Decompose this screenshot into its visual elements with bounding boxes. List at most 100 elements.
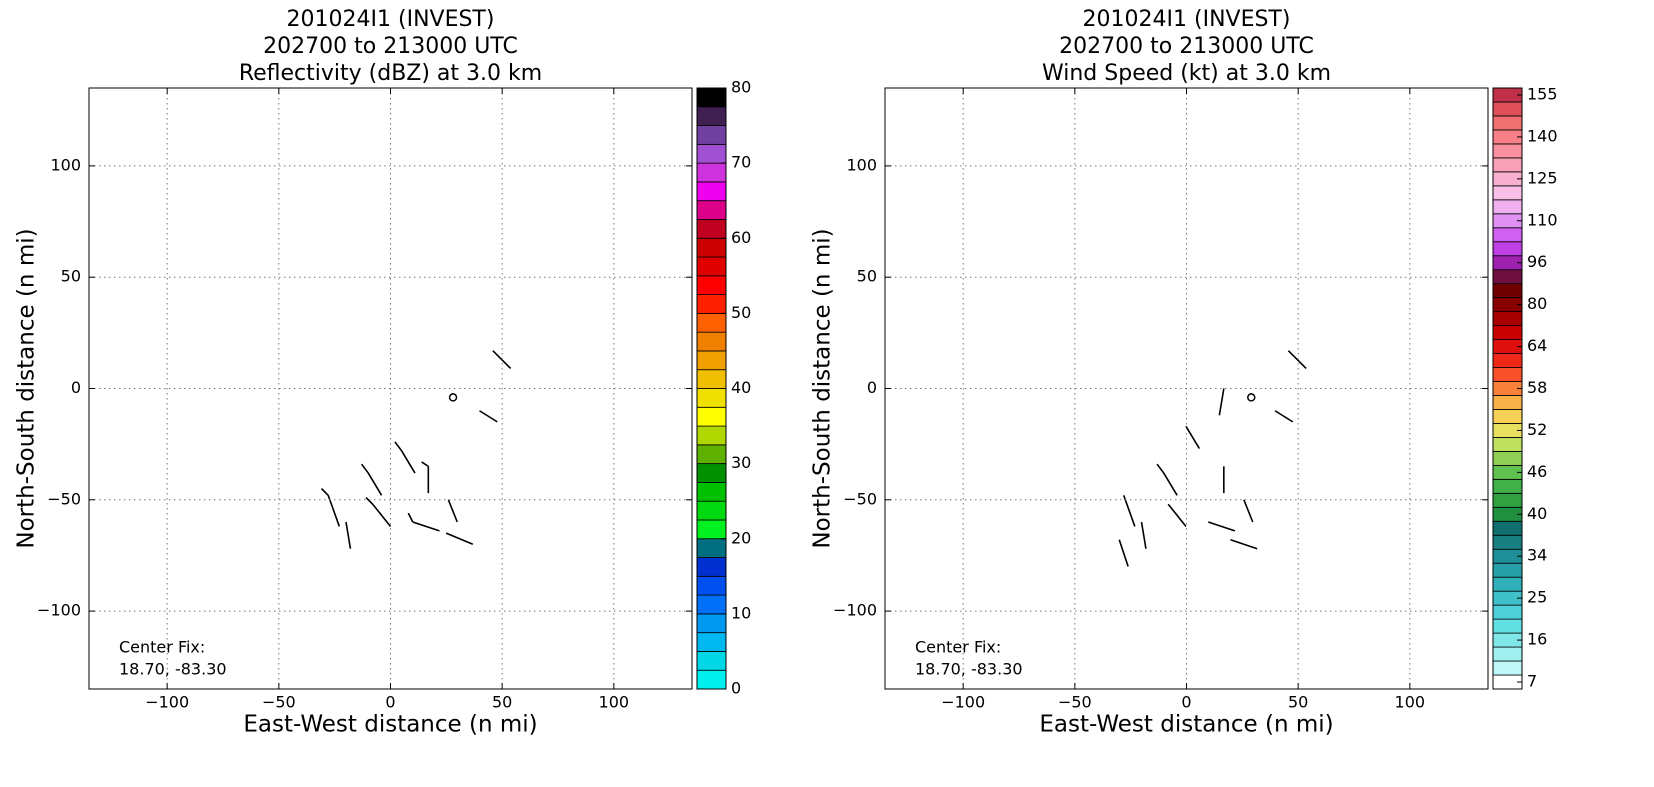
colorbar-bin: [1492, 618, 1523, 634]
x-tick-label: −100: [145, 693, 189, 712]
chart-title: 201024I1 (INVEST): [1083, 7, 1291, 32]
colorbar-bin: [1492, 283, 1523, 299]
y-tick-label: −100: [833, 601, 877, 620]
colorbar-bin: [696, 200, 727, 220]
colorbar-bin: [1492, 409, 1523, 424]
colorbar-bin: [696, 237, 727, 258]
x-tick-label: 100: [599, 693, 630, 712]
chart-title: 201024I1 (INVEST): [287, 7, 495, 32]
colorbar-bin: [696, 425, 727, 446]
colorbar-bin: [696, 463, 727, 483]
colorbar-tick-label: 110: [1527, 210, 1558, 229]
colorbar-bin: [696, 369, 727, 389]
y-axis-label: North-South distance (n mi): [14, 228, 40, 548]
colorbar-tick-label: 20: [731, 528, 751, 547]
x-tick-label: −100: [941, 693, 985, 712]
colorbar-bin: [696, 162, 727, 183]
colorbar-bin: [696, 651, 727, 671]
annotation: 18.70, -83.30: [119, 660, 227, 679]
colorbar-bin: [1492, 437, 1523, 452]
y-tick-label: −100: [37, 601, 81, 620]
colorbar-bin: [696, 632, 727, 652]
colorbar-tick-label: 50: [731, 303, 751, 322]
colorbar-bin: [1492, 520, 1523, 536]
colorbar-bin: [696, 106, 727, 126]
colorbar-bin: [696, 388, 727, 408]
colorbar-bin: [1492, 660, 1523, 676]
colorbar-bin: [696, 125, 727, 145]
colorbar-bin: [696, 406, 727, 427]
echo-field: [1090, 300, 1310, 585]
colorbar-bin: [1492, 395, 1523, 410]
colorbar-tick-label: 16: [1527, 630, 1547, 649]
colorbar-bin: [696, 538, 727, 558]
colorbar-tick-label: 40: [731, 378, 751, 397]
colorbar-bin: [1492, 199, 1523, 215]
colorbar-tick-label: 52: [1527, 420, 1547, 439]
colorbar-tick-label: 58: [1527, 378, 1547, 397]
colorbar-tick-label: 80: [1527, 294, 1547, 313]
colorbar-bin: [1492, 478, 1523, 494]
colorbar-bin: [696, 256, 727, 277]
colorbar-bin: [1492, 562, 1523, 578]
colorbar-bin: [696, 294, 727, 314]
center-marker: [1247, 393, 1256, 402]
wind-barbs: [322, 351, 511, 549]
colorbar-bin: [696, 312, 727, 333]
colorbar-bin: [696, 557, 727, 577]
colorbar-bin: [696, 575, 727, 596]
x-tick-label: −50: [1058, 693, 1092, 712]
center-marker: [448, 393, 458, 402]
annotation: Center Fix:: [915, 638, 1001, 657]
colorbar-bin: [696, 219, 727, 239]
colorbar-tick-label: 34: [1527, 546, 1547, 565]
annotation: 18.70, -83.30: [915, 660, 1023, 679]
colorbar-bin: [1492, 227, 1523, 243]
colorbar-bin: [1492, 157, 1523, 173]
echo-field: [250, 284, 550, 604]
y-tick-label: 100: [50, 155, 81, 174]
colorbar-bin: [696, 613, 727, 634]
chart-title: 202700 to 213000 UTC: [263, 34, 518, 59]
x-tick-label: 0: [385, 693, 395, 712]
x-tick-label: 50: [492, 693, 512, 712]
chart-title: 202700 to 213000 UTC: [1059, 34, 1314, 59]
x-tick-label: 0: [1181, 693, 1191, 712]
colorbar-tick-label: 0: [731, 679, 741, 698]
plot-frame: [88, 87, 693, 690]
y-tick-label: 100: [846, 155, 877, 174]
colorbar-bin: [696, 519, 727, 540]
colorbar-tick-label: 25: [1527, 588, 1547, 607]
colorbar-bin: [1492, 115, 1523, 131]
y-tick-label: 0: [867, 378, 877, 397]
x-tick-label: 100: [1395, 693, 1426, 712]
colorbar-bin: [696, 331, 727, 352]
x-tick-label: −50: [262, 693, 296, 712]
colorbar-bin: [1492, 353, 1523, 368]
annotation: Center Fix:: [119, 638, 205, 657]
colorbar-bin: [1492, 101, 1523, 117]
colorbar-bin: [1492, 311, 1523, 327]
colorbar-bin: [1492, 367, 1523, 382]
y-tick-label: −50: [843, 489, 877, 508]
colorbar-bin: [1492, 492, 1523, 508]
colorbar-tick-label: 125: [1527, 168, 1558, 187]
colorbar-bin: [696, 275, 727, 295]
colorbar-bin: [696, 444, 727, 465]
colorbar-bin: [1492, 143, 1523, 159]
colorbar-bin: [696, 350, 727, 371]
colorbar-bin: [696, 143, 727, 164]
x-axis-label: East-West distance (n mi): [243, 712, 537, 738]
x-axis-label: East-West distance (n mi): [1039, 712, 1333, 738]
colorbar-bin: [696, 87, 727, 108]
colorbar-tick-label: 140: [1527, 126, 1558, 145]
chart-title: Reflectivity (dBZ) at 3.0 km: [239, 61, 542, 86]
colorbar-bin: [696, 669, 727, 690]
y-tick-label: −50: [47, 489, 81, 508]
colorbar-bin: [1492, 646, 1523, 662]
colorbar-tick-label: 64: [1527, 336, 1547, 355]
colorbar-bin: [1492, 325, 1523, 340]
colorbar-bin: [1492, 604, 1523, 620]
wind-barbs: [1119, 351, 1306, 567]
